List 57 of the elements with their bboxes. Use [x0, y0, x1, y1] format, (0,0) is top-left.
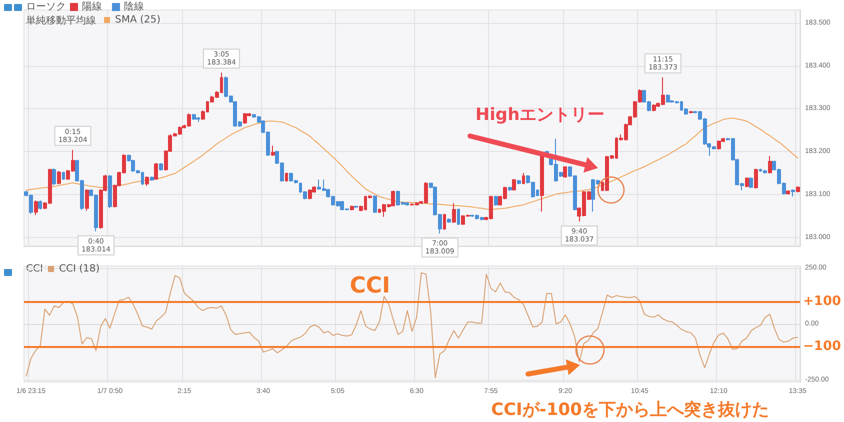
legend-label: CCI (18) — [59, 264, 100, 274]
legend-label: SMA (25) — [115, 14, 161, 26]
candlestick — [62, 171, 65, 180]
candlestick — [796, 186, 800, 193]
candlestick — [108, 174, 112, 209]
candlestick — [763, 170, 767, 174]
candlestick — [717, 140, 721, 150]
candlestick — [452, 202, 456, 224]
candlestick — [517, 179, 521, 185]
candlestick — [354, 205, 358, 208]
legend-label: 陽線 — [82, 2, 102, 12]
candlestick — [57, 170, 61, 185]
candlestick — [443, 213, 446, 230]
candlestick — [308, 188, 312, 200]
legend-title: ローソク — [26, 2, 66, 12]
candlestick — [52, 168, 56, 186]
candlestick — [405, 202, 409, 206]
candlestick — [768, 155, 772, 174]
candlestick — [652, 104, 656, 112]
candlestick — [749, 176, 753, 189]
candlestick — [522, 172, 525, 185]
candlestick — [689, 110, 693, 114]
candlestick — [791, 188, 795, 198]
candlestick — [373, 194, 377, 214]
candlestick — [786, 190, 790, 196]
candlestick — [508, 186, 512, 192]
candlestick — [350, 205, 354, 211]
candlestick — [271, 145, 275, 156]
candlestick — [512, 178, 516, 192]
candlestick — [540, 154, 544, 212]
candlestick — [145, 176, 149, 186]
candlestick — [85, 188, 89, 212]
candlestick — [150, 176, 154, 182]
annotation: Highエントリー — [475, 105, 605, 125]
candlestick — [494, 195, 498, 206]
ref-line-label: −100 — [803, 338, 842, 354]
candlestick — [285, 172, 288, 182]
candlestick — [34, 200, 38, 216]
candlestick — [196, 116, 200, 122]
candlestick — [447, 218, 451, 224]
candlestick — [159, 162, 163, 171]
candlestick — [563, 166, 567, 178]
annotation: 単純移動平均線 — [26, 14, 96, 26]
candlestick — [391, 190, 395, 208]
legend-label: 陰線 — [124, 0, 144, 12]
candlestick — [754, 168, 758, 189]
candlestick — [154, 162, 158, 180]
ref-line-label: +100 — [803, 294, 842, 310]
text: CCIが-100を下から上へ突き抜けた — [491, 400, 769, 420]
candlestick — [38, 200, 42, 210]
candlestick — [666, 94, 670, 104]
candlestick — [457, 208, 460, 226]
candlestick — [745, 176, 749, 188]
candlestick — [243, 112, 247, 124]
line-series — [26, 272, 798, 378]
annotation: CCI — [350, 274, 390, 298]
candlestick — [192, 113, 196, 120]
